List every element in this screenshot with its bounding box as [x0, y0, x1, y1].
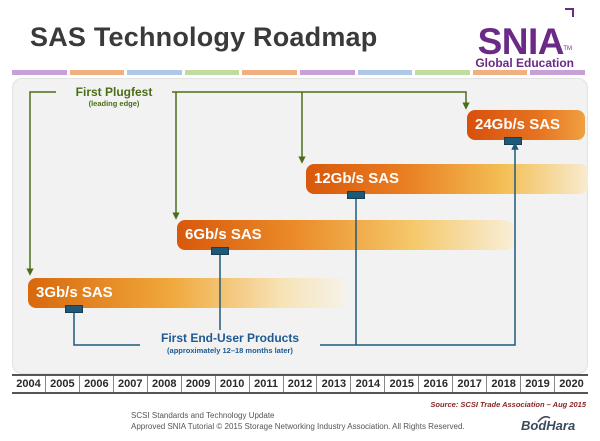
year-label: 2012: [282, 376, 317, 392]
product-tab-24gb: [504, 137, 522, 145]
year-label: 2010: [214, 376, 249, 392]
color-stripe: [12, 70, 588, 75]
bar-label: 24Gb/s SAS: [475, 116, 561, 133]
year-label: 2020: [554, 376, 588, 392]
stripe-segment: [69, 70, 125, 75]
watermark: BodHara: [521, 418, 576, 433]
logo-corner-icon: [565, 8, 574, 17]
year-label: 2011: [248, 376, 283, 392]
year-label: 2018: [486, 376, 520, 392]
stripe-segment: [242, 70, 297, 75]
source-note: Source: SCSI Trade Association – Aug 201…: [430, 400, 586, 409]
logo-subtitle: Global Education: [475, 56, 574, 70]
plugfest-title: First Plugfest: [75, 85, 153, 99]
stripe-segment: [472, 70, 528, 75]
year-label: 2017: [452, 376, 486, 392]
product-tab-12gb: [347, 191, 365, 199]
year-label: 2006: [78, 376, 113, 392]
year-label: 2015: [384, 376, 418, 392]
stripe-segment: [12, 70, 67, 75]
year-label: 2007: [112, 376, 147, 392]
footer-line-1: SCSI Standards and Technology Update: [131, 411, 275, 420]
end-user-subtitle: (approximately 12–18 months later): [167, 346, 293, 355]
bar-24gb-sas: 24Gb/s SAS: [467, 110, 585, 140]
logo-tm: TM: [563, 46, 572, 52]
plugfest-subtitle: (leading edge): [88, 99, 140, 108]
bar-label: 3Gb/s SAS: [36, 284, 113, 301]
product-tab-6gb: [211, 247, 229, 255]
year-label: 2005: [44, 376, 79, 392]
stripe-segment: [184, 70, 240, 75]
stripe-segment: [530, 70, 585, 75]
stripe-segment: [415, 70, 470, 75]
bar-3gb-sas: 3Gb/s SAS: [28, 278, 346, 308]
logo-word: SNIA: [477, 21, 565, 62]
end-user-title: First End-User Products: [160, 331, 300, 345]
year-label: 2019: [520, 376, 554, 392]
stripe-segment: [127, 70, 182, 75]
plugfest-label: First Plugfest (leading edge): [56, 85, 172, 108]
product-tab-3gb: [65, 305, 83, 313]
stripe-segment: [299, 70, 355, 75]
year-label: 2008: [146, 376, 181, 392]
bar-6gb-sas: 6Gb/s SAS: [177, 220, 513, 250]
year-label: 2004: [16, 378, 41, 390]
year-label: 2014: [350, 376, 384, 392]
bar-label: 6Gb/s SAS: [185, 226, 262, 243]
bar-label: 12Gb/s SAS: [314, 170, 400, 187]
year-label: 2016: [418, 376, 452, 392]
watermark-arrow-icon: [537, 415, 551, 423]
footer-line-2: Approved SNIA Tutorial © 2015 Storage Ne…: [131, 422, 465, 431]
page-title: SAS Technology Roadmap: [30, 22, 378, 52]
stripe-segment: [357, 70, 413, 75]
year-axis: 2004 2005 2006 2007 2008 2009 2010 2011 2012 2013…: [12, 374, 588, 394]
year-label: 2013: [316, 376, 350, 392]
end-user-label: First End-User Products (approximately 1…: [140, 331, 320, 355]
year-label: 2009: [180, 376, 215, 392]
snia-logo: SNIA TM Global Education: [468, 8, 580, 70]
bar-12gb-sas: 12Gb/s SAS: [306, 164, 588, 194]
